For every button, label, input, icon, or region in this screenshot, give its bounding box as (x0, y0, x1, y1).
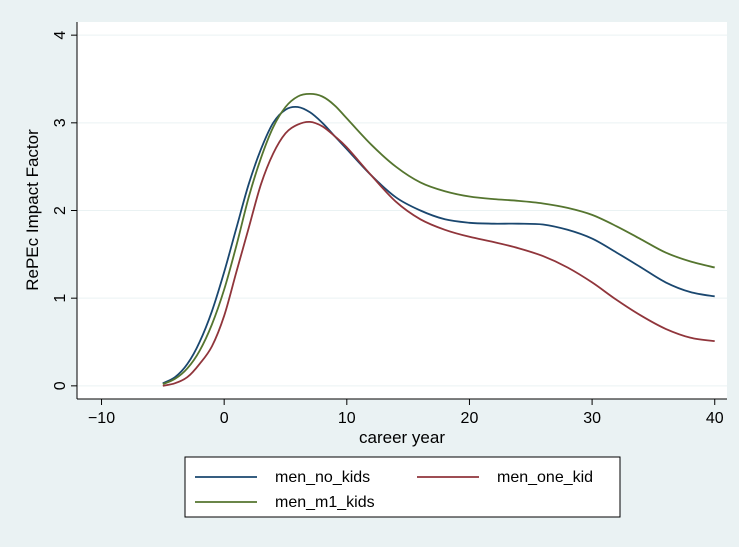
x-tick-label: 20 (461, 410, 479, 427)
legend-box (184, 456, 621, 518)
series-line-men_no_kids (162, 105, 715, 385)
y-tick-label: 1 (52, 294, 69, 303)
x-tick-label: 30 (583, 410, 601, 427)
x-tick-label: 0 (220, 410, 229, 427)
legend-label-men_m1_kids: men_m1_kids (275, 494, 375, 511)
x-axis-label: career year (359, 428, 445, 447)
series-line-men_m1_kids (162, 92, 715, 385)
series-line-men_one_kid (162, 120, 715, 387)
y-tick-label: 3 (52, 118, 69, 127)
y-axis-label: RePEc Impact Factor (23, 129, 42, 291)
legend-label-men_one_kid: men_one_kid (497, 469, 593, 486)
y-tick-label: 4 (52, 31, 69, 40)
x-tick-label: 40 (706, 410, 724, 427)
legend: men_no_kids men_one_kid men_m1_kids (195, 469, 593, 511)
y-axis-ticks: 0 1 2 3 4 (52, 31, 77, 390)
legend-label-men_no_kids: men_no_kids (275, 469, 370, 486)
x-tick-label: 10 (338, 410, 356, 427)
series-lines (162, 92, 715, 387)
y-tick-label: 0 (52, 381, 69, 390)
x-axis-ticks: −10 0 10 20 30 40 (88, 399, 724, 427)
x-tick-label: −10 (88, 410, 115, 427)
gridlines (77, 34, 727, 387)
y-tick-label: 2 (52, 206, 69, 215)
